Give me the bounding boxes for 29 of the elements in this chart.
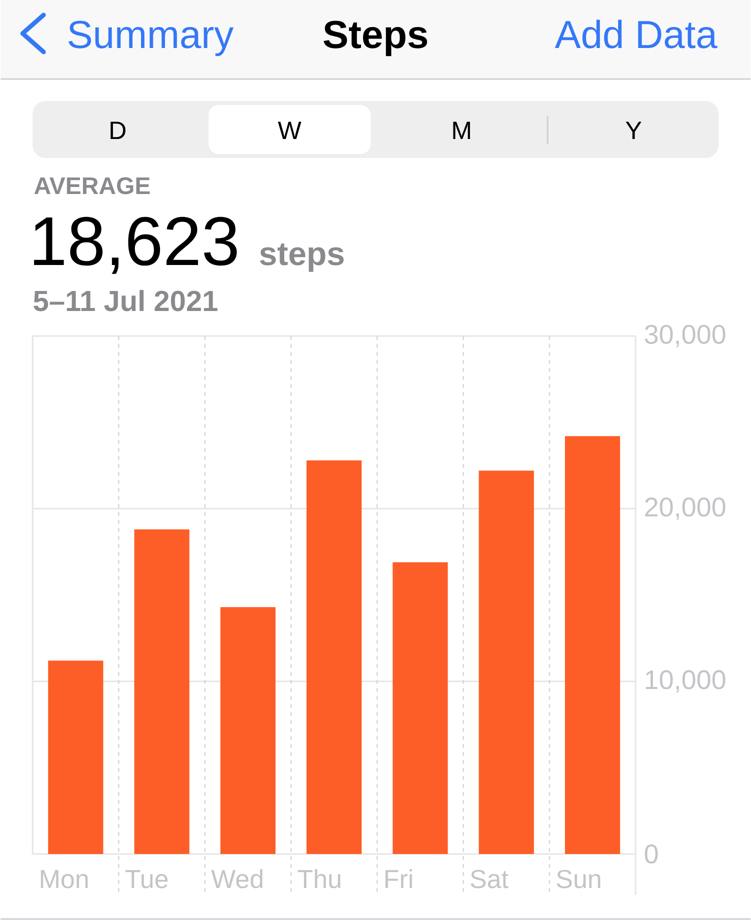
- chart-title: Steps: [324, 20, 428, 56]
- text: 18,623: [34, 216, 237, 274]
- text: AVERAGE: [34, 177, 150, 194]
- text: Summary: [68, 20, 234, 56]
- bar: [478, 470, 534, 854]
- bar: [392, 562, 448, 854]
- text: steps: [260, 243, 344, 272]
- x-tick-label: Thu: [298, 869, 340, 888]
- text: W: [278, 122, 302, 139]
- text: D: [110, 122, 126, 139]
- text: M: [453, 122, 470, 139]
- bar: [134, 529, 190, 854]
- x-tick-label: Tue: [125, 870, 168, 888]
- chart-subtitle: 5–11 Jul 2021: [34, 290, 218, 312]
- bar: [564, 436, 620, 854]
- text: Y: [626, 122, 642, 139]
- text: Add Data: [554, 20, 718, 48]
- y-tick-label: 0: [644, 844, 658, 864]
- x-tick-label: Mon: [40, 870, 88, 888]
- x-tick-label: Sat: [470, 870, 508, 888]
- bar: [306, 460, 362, 854]
- bar: [48, 660, 104, 854]
- y-tick-label: 20,000: [645, 498, 726, 520]
- y-tick-label: 30,000: [644, 324, 726, 348]
- x-tick-label: Sun: [556, 870, 600, 888]
- x-tick-label: Wed: [211, 869, 262, 888]
- bar: [220, 607, 276, 854]
- y-tick-label: 10,000: [646, 670, 726, 692]
- x-tick-label: Fri: [385, 869, 412, 888]
